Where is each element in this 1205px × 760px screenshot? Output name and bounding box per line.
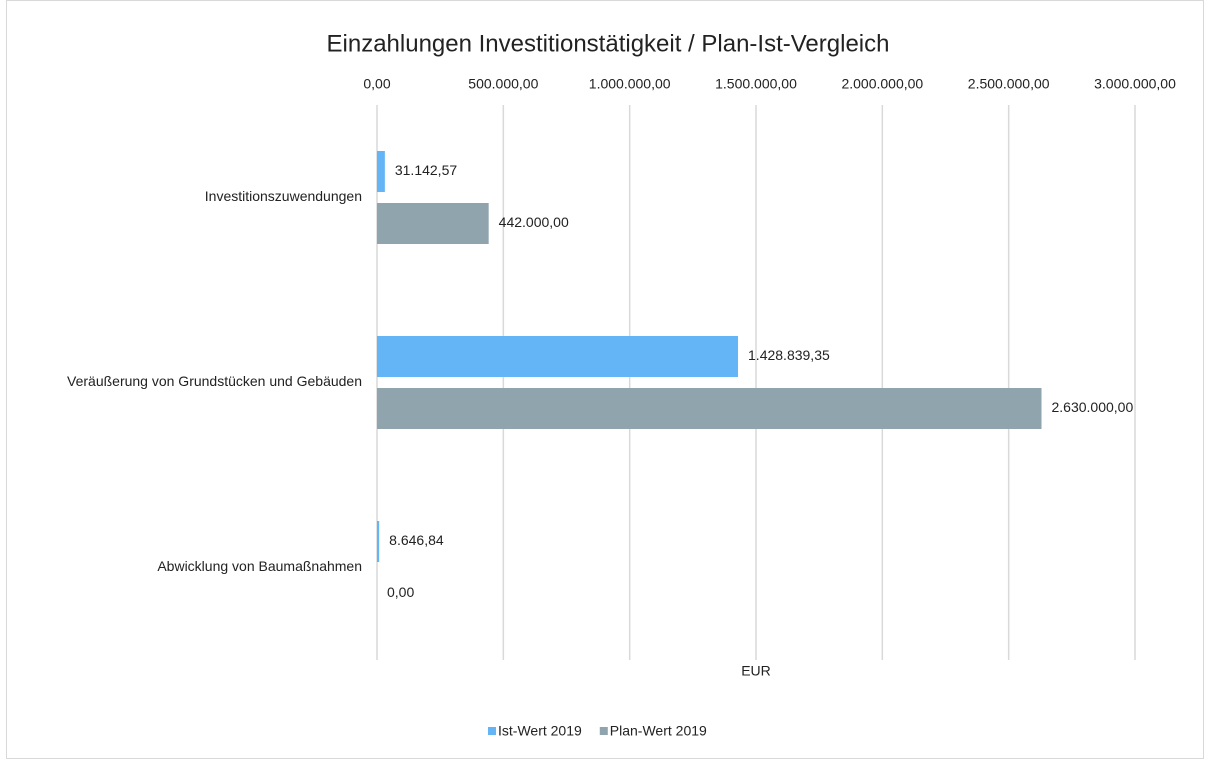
legend-label: Plan-Wert 2019 xyxy=(610,723,707,739)
x-tick-label: 1.500.000,00 xyxy=(715,76,797,92)
x-axis-label: EUR xyxy=(741,663,771,679)
x-tick-label: 500.000,00 xyxy=(468,76,538,92)
chart-border xyxy=(6,0,1204,759)
bar xyxy=(377,521,380,562)
bar xyxy=(377,336,739,377)
bar xyxy=(377,203,489,244)
data-label: 442.000,00 xyxy=(499,214,569,230)
legend-swatch xyxy=(488,727,496,735)
y-tick-label: Abwicklung von Baumaßnahmen xyxy=(157,558,362,574)
legend-swatch xyxy=(599,727,608,735)
bar xyxy=(377,388,1042,429)
y-tick-label: Veräußerung von Grundstücken und Gebäude… xyxy=(67,373,362,389)
data-label: 8.646,84 xyxy=(389,532,444,548)
data-label: 0,00 xyxy=(387,584,414,600)
x-tick-label: 3.000.000,00 xyxy=(1094,76,1176,92)
x-tick-label: 2.500.000,00 xyxy=(968,76,1050,92)
data-label: 1.428.839,35 xyxy=(748,347,830,363)
data-label: 2.630.000,00 xyxy=(1052,399,1134,415)
chart-title: Einzahlungen Investitionstätigkeit / Pla… xyxy=(327,30,890,57)
y-tick-label: Investitionszuwendungen xyxy=(205,188,362,204)
x-tick-label: 1.000.000,00 xyxy=(589,76,671,92)
legend-label: Ist-Wert 2019 xyxy=(498,723,582,739)
bar xyxy=(377,151,385,192)
data-label: 31.142,57 xyxy=(395,162,457,178)
x-tick-label: 0,00 xyxy=(363,76,390,92)
x-tick-label: 2.000.000,00 xyxy=(841,76,923,92)
